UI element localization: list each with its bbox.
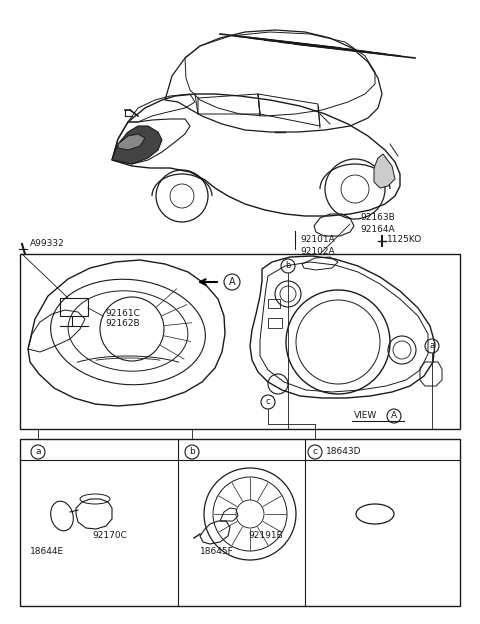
- Text: A: A: [391, 411, 397, 421]
- Text: VIEW: VIEW: [354, 411, 377, 421]
- Text: 92162B: 92162B: [105, 319, 140, 328]
- Text: 92164A: 92164A: [360, 225, 395, 235]
- Text: 18644E: 18644E: [30, 547, 64, 557]
- Text: 92101A: 92101A: [300, 235, 335, 243]
- Bar: [268, 318, 282, 328]
- Polygon shape: [374, 154, 395, 188]
- Polygon shape: [112, 126, 162, 164]
- Bar: [60, 298, 88, 316]
- Polygon shape: [118, 134, 145, 150]
- Bar: [20, 254, 460, 429]
- Text: a: a: [430, 341, 434, 351]
- Text: 92163B: 92163B: [360, 213, 395, 223]
- Text: b: b: [285, 261, 291, 270]
- Text: A99332: A99332: [30, 240, 65, 248]
- Text: 1125KO: 1125KO: [387, 235, 422, 245]
- Text: a: a: [35, 447, 41, 457]
- Text: 18643D: 18643D: [326, 447, 361, 457]
- Text: 18645F: 18645F: [200, 547, 234, 557]
- Bar: [268, 299, 280, 308]
- Text: 92191B: 92191B: [248, 532, 283, 540]
- Text: c: c: [266, 397, 270, 406]
- Text: 92102A: 92102A: [300, 246, 335, 255]
- Text: A: A: [228, 277, 235, 287]
- Text: c: c: [312, 447, 317, 457]
- Text: 92170C: 92170C: [92, 532, 127, 540]
- Text: b: b: [189, 447, 195, 457]
- Text: 92161C: 92161C: [105, 308, 140, 318]
- Bar: [20, 439, 460, 606]
